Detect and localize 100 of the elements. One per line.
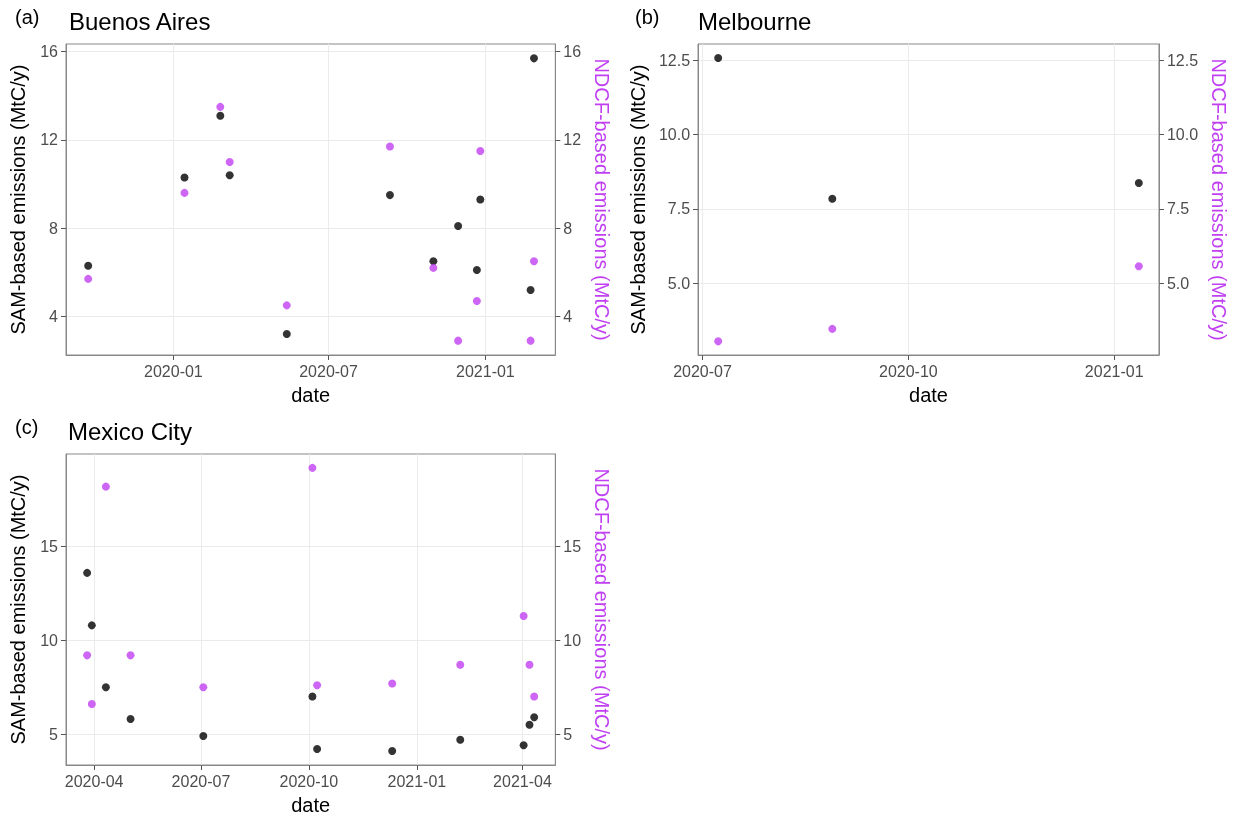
point [126, 651, 135, 660]
x-tick-label: 2020-07 [673, 362, 732, 380]
point [83, 651, 92, 660]
text: (b) [635, 6, 660, 28]
y2-axis-title: NDCF-based emissions (MtC/y) [1208, 58, 1230, 341]
x-tick-label: 2021-01 [1084, 362, 1144, 380]
y-tick-label: 10.0 [658, 126, 691, 144]
x-tick-label: 2020-04 [64, 772, 124, 790]
y-axis-title: SAM-based emissions (MtC/y) [7, 474, 29, 745]
x-tick-label: 2021-01 [456, 362, 515, 380]
y2-tick-label: 10 [563, 631, 582, 649]
y-tick-label: 16 [40, 43, 59, 61]
x-tick-label: 2020-07 [171, 772, 231, 790]
y2-tick-label: 16 [563, 43, 582, 61]
point [385, 191, 394, 200]
x-tick-label: 2021-01 [387, 772, 447, 790]
point [525, 660, 534, 669]
point [282, 301, 291, 310]
point [83, 568, 92, 577]
point [530, 692, 539, 701]
point [454, 336, 463, 345]
text: (a) [15, 6, 40, 28]
point [519, 741, 528, 750]
point [429, 263, 438, 272]
point [530, 54, 538, 63]
x-tick-label: 2020-01 [144, 362, 203, 380]
y2-tick-label: 15 [563, 538, 582, 556]
point [472, 266, 481, 275]
point [476, 195, 485, 204]
y-tick-label: 12.5 [658, 51, 691, 69]
point [308, 692, 317, 701]
point [828, 324, 837, 333]
point [456, 735, 465, 744]
point [530, 257, 538, 266]
point [87, 621, 96, 630]
point [101, 683, 110, 692]
chart-title: Mexico City [68, 417, 193, 445]
point [101, 482, 110, 491]
point [476, 146, 485, 155]
y2-tick-label: 10.0 [1166, 126, 1199, 144]
y2-axis-title: NDCF-based emissions (MtC/y) [591, 58, 613, 341]
point [828, 194, 837, 203]
y-axis-title: SAM-based emissions (MtC/y) [7, 64, 29, 335]
point [84, 274, 93, 283]
y-tick-label: 5.0 [667, 274, 691, 292]
point [313, 745, 322, 754]
y-tick-label: 15 [40, 538, 59, 556]
point [180, 173, 189, 182]
point [526, 336, 535, 345]
y-tick-label: 5 [49, 725, 59, 743]
y2-tick-label: 12.5 [1166, 51, 1199, 69]
y2-tick-label: 4 [563, 307, 573, 325]
point [429, 257, 438, 266]
point [216, 102, 225, 111]
point [530, 713, 539, 722]
point [313, 681, 322, 690]
chart-title: Melbourne [698, 7, 812, 35]
point [388, 746, 397, 755]
point [225, 158, 234, 166]
point [714, 53, 723, 62]
point [472, 296, 481, 305]
y-tick-label: 8 [49, 219, 59, 237]
y2-tick-label: 8 [563, 219, 573, 237]
y2-tick-label: 7.5 [1166, 200, 1190, 218]
point [199, 683, 208, 692]
x-axis-title: date [291, 794, 331, 816]
point [199, 731, 208, 740]
point [84, 261, 93, 270]
x-tick-label: 2020-10 [879, 362, 938, 380]
point [1134, 179, 1143, 188]
point [454, 221, 463, 230]
point [456, 660, 465, 669]
point [1134, 262, 1143, 271]
point [126, 715, 135, 724]
y2-tick-label: 12 [563, 131, 582, 149]
point [385, 142, 394, 151]
y2-tick-label: 5.0 [1166, 274, 1190, 292]
chart-title: Buenos Aires [69, 7, 211, 35]
point [388, 679, 397, 688]
text: (c) [15, 416, 39, 438]
y-tick-label: 7.5 [667, 200, 691, 218]
point [225, 171, 234, 180]
y-tick-label: 12 [40, 131, 59, 149]
x-tick-label: 2020-07 [299, 362, 359, 380]
x-tick-label: 2020-10 [279, 772, 339, 790]
y-tick-label: 4 [49, 307, 59, 325]
point [216, 111, 225, 120]
point [308, 463, 317, 472]
point [282, 330, 291, 339]
y-tick-label: 10 [40, 631, 59, 649]
point [714, 337, 723, 346]
point [519, 611, 528, 620]
x-tick-label: 2021-04 [493, 772, 552, 790]
point [526, 285, 535, 294]
y2-axis-title: NDCF-based emissions (MtC/y) [591, 468, 613, 751]
point [87, 700, 96, 709]
point [180, 188, 189, 197]
y-axis-title: SAM-based emissions (MtC/y) [627, 64, 649, 335]
x-axis-title: date [291, 384, 331, 406]
y2-tick-label: 5 [563, 725, 573, 743]
